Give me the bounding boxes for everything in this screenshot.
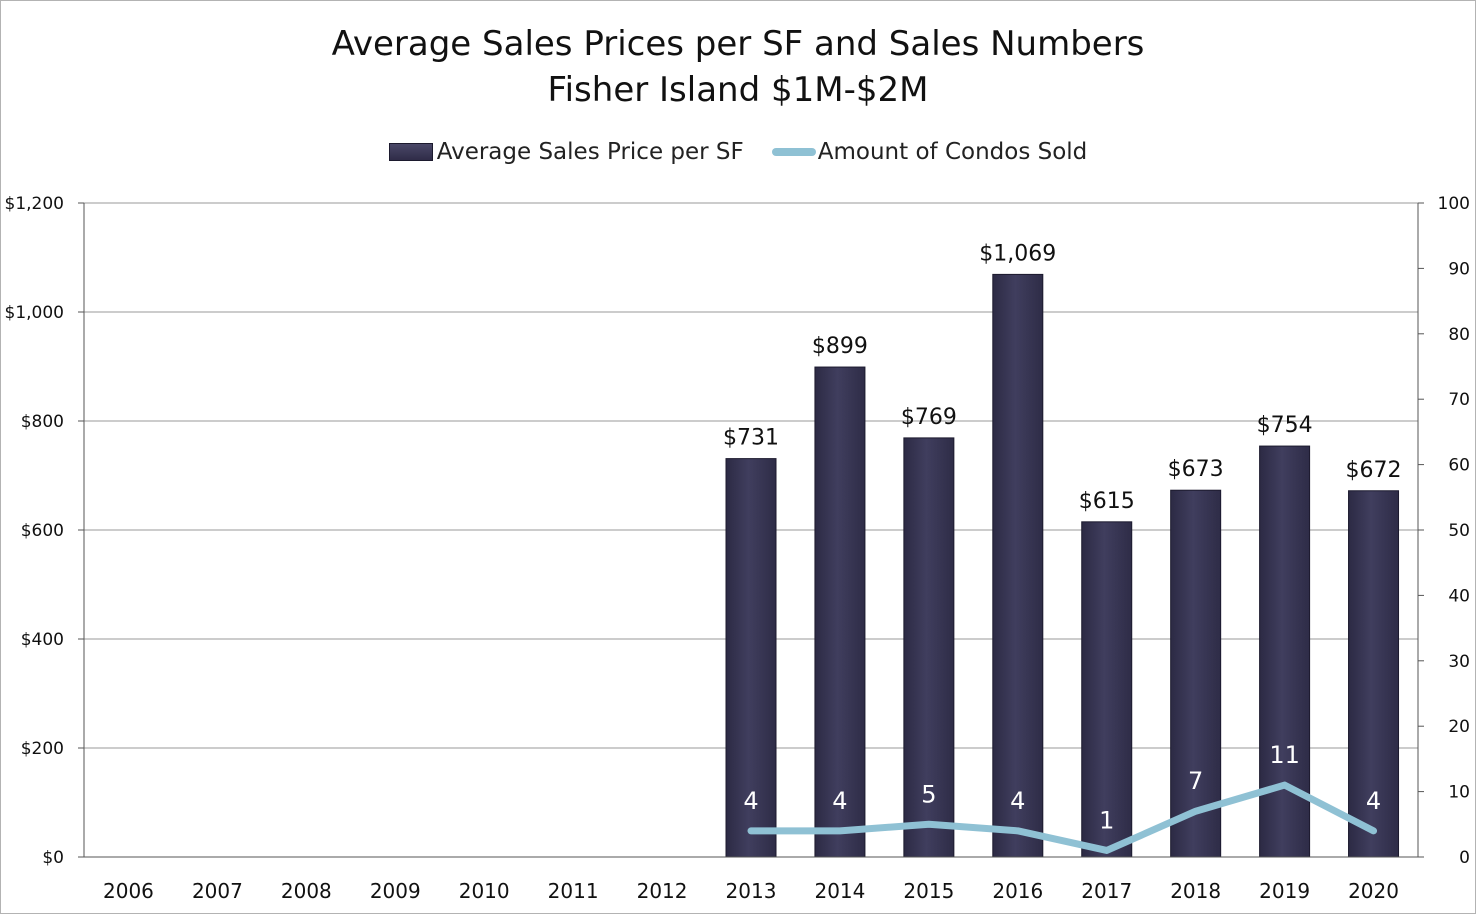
line-data-label: 5: [921, 780, 936, 808]
legend-label-price: Average Sales Price per SF: [436, 139, 744, 165]
bar-data-label: $769: [901, 405, 957, 430]
bar: [1348, 490, 1400, 858]
y-right-tick-label: 100: [1438, 194, 1470, 214]
y-right-tick-label: 40: [1448, 586, 1470, 606]
y-right-tick-label: 30: [1448, 652, 1470, 672]
y-left-tick-label: $200: [21, 739, 64, 759]
line-data-label: 11: [1269, 741, 1300, 769]
y-left-tick-label: $800: [21, 412, 64, 432]
line-data-label: 4: [1010, 787, 1025, 815]
line-data-label: 1: [1099, 806, 1114, 834]
x-tick-label: 2006: [103, 879, 154, 903]
chart-subtitle: Fisher Island $1M-$2M: [547, 70, 929, 110]
x-tick-label: 2012: [637, 879, 688, 903]
y-right-tick-label: 20: [1448, 717, 1470, 737]
bar-data-label: $731: [723, 426, 779, 451]
line-data-label: 7: [1188, 767, 1203, 795]
bar-data-label: $1,069: [979, 241, 1056, 266]
chart-legend: Average Sales Price per SF Amount of Con…: [0, 139, 1476, 165]
x-tick-label: 2009: [370, 879, 421, 903]
x-tick-label: 2017: [1081, 879, 1132, 903]
y-left-tick-label: $1,000: [5, 303, 64, 323]
legend-label-condos: Amount of Condos Sold: [817, 139, 1088, 165]
bar: [814, 366, 866, 858]
y-right-tick-label: 0: [1459, 848, 1470, 868]
line-data-label: 4: [1366, 787, 1381, 815]
x-tick-label: 2018: [1170, 879, 1221, 903]
bar-data-label: $899: [812, 334, 868, 359]
legend-item-price: Average Sales Price per SF: [388, 139, 744, 165]
y-right-tick-label: 50: [1448, 521, 1470, 541]
x-tick-label: 2010: [459, 879, 510, 903]
y-left-tick-label: $400: [21, 630, 64, 650]
y-right-tick-label: 80: [1448, 325, 1470, 345]
condos-line: [747, 781, 1378, 854]
bar-data-label: $672: [1346, 458, 1402, 483]
y-right-tick-label: 70: [1448, 390, 1470, 410]
legend-line-swatch: [771, 148, 816, 156]
y-right-tick-label: 60: [1448, 456, 1470, 476]
legend-item-condos: Amount of Condos Sold: [771, 139, 1088, 165]
chart-title: Average Sales Prices per SF and Sales Nu…: [331, 24, 1145, 64]
x-tick-label: 2011: [548, 879, 599, 903]
x-tick-label: 2019: [1259, 879, 1310, 903]
bar: [903, 437, 955, 858]
x-tick-label: 2007: [192, 879, 243, 903]
x-tick-label: 2013: [726, 879, 777, 903]
bar-data-label: $754: [1257, 413, 1313, 438]
bar: [1081, 521, 1133, 858]
x-tick-label: 2008: [281, 879, 332, 903]
y-left-tick-label: $600: [21, 521, 64, 541]
bar: [725, 458, 777, 858]
y-left-tick-label: $1,200: [5, 194, 64, 214]
x-tick-label: 2014: [814, 879, 865, 903]
y-right-tick-label: 90: [1448, 259, 1470, 279]
x-tick-label: 2015: [903, 879, 954, 903]
line-data-label: 4: [832, 787, 847, 815]
y-right-tick-label: 10: [1448, 783, 1470, 803]
bar-data-label: $673: [1168, 457, 1224, 482]
line-data-label: 4: [743, 787, 758, 815]
x-tick-label: 2020: [1348, 879, 1399, 903]
bar: [1170, 489, 1222, 858]
y-left-tick-label: $0: [42, 848, 64, 868]
x-tick-label: 2016: [992, 879, 1043, 903]
bar-data-label: $615: [1079, 489, 1135, 514]
bar: [992, 273, 1044, 858]
legend-bar-swatch: [388, 143, 433, 161]
